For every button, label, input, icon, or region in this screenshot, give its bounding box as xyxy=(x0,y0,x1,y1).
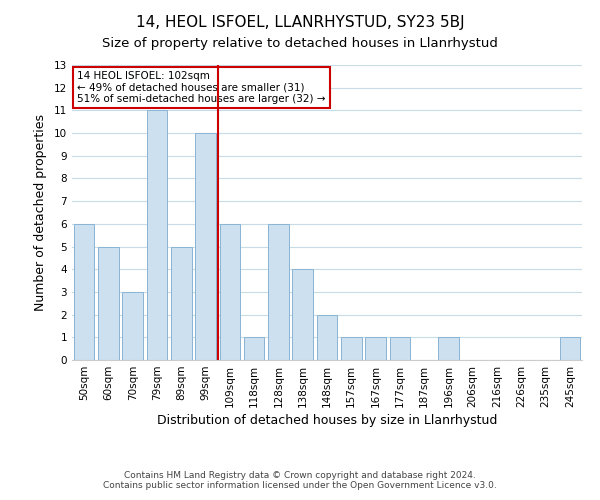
Bar xyxy=(341,338,362,360)
Bar xyxy=(244,338,265,360)
Bar xyxy=(171,246,191,360)
Bar xyxy=(74,224,94,360)
Bar xyxy=(220,224,240,360)
Bar xyxy=(438,338,459,360)
Text: Contains HM Land Registry data © Crown copyright and database right 2024.
Contai: Contains HM Land Registry data © Crown c… xyxy=(103,470,497,490)
Text: 14 HEOL ISFOEL: 102sqm
← 49% of detached houses are smaller (31)
51% of semi-det: 14 HEOL ISFOEL: 102sqm ← 49% of detached… xyxy=(77,71,326,104)
Bar xyxy=(146,110,167,360)
Bar xyxy=(365,338,386,360)
Bar xyxy=(560,338,580,360)
Bar xyxy=(98,246,119,360)
Bar xyxy=(292,269,313,360)
Y-axis label: Number of detached properties: Number of detached properties xyxy=(34,114,47,311)
Text: 14, HEOL ISFOEL, LLANRHYSTUD, SY23 5BJ: 14, HEOL ISFOEL, LLANRHYSTUD, SY23 5BJ xyxy=(136,15,464,30)
Text: Size of property relative to detached houses in Llanrhystud: Size of property relative to detached ho… xyxy=(102,38,498,51)
Bar xyxy=(195,133,216,360)
X-axis label: Distribution of detached houses by size in Llanrhystud: Distribution of detached houses by size … xyxy=(157,414,497,427)
Bar xyxy=(389,338,410,360)
Bar xyxy=(122,292,143,360)
Bar xyxy=(268,224,289,360)
Bar xyxy=(317,314,337,360)
